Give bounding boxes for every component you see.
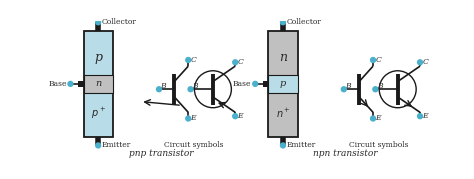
Circle shape xyxy=(418,60,422,65)
Text: B: B xyxy=(192,82,198,90)
Text: Emitter: Emitter xyxy=(287,141,316,149)
Text: C: C xyxy=(375,56,381,64)
Circle shape xyxy=(68,81,73,86)
Bar xyxy=(83,31,113,137)
Text: E: E xyxy=(375,115,381,122)
Text: Collector: Collector xyxy=(287,18,322,26)
Text: npn transistor: npn transistor xyxy=(313,149,378,158)
Text: Emitter: Emitter xyxy=(102,141,131,149)
Circle shape xyxy=(186,57,191,62)
Text: Circuit symbols: Circuit symbols xyxy=(164,141,223,149)
Text: B: B xyxy=(346,82,351,90)
Circle shape xyxy=(156,87,162,92)
Text: E: E xyxy=(237,112,243,120)
Circle shape xyxy=(341,87,346,92)
Bar xyxy=(268,75,298,93)
Text: C: C xyxy=(422,58,428,66)
Circle shape xyxy=(96,143,100,148)
Text: Base: Base xyxy=(233,80,251,88)
Text: E: E xyxy=(191,115,196,122)
Text: p: p xyxy=(280,79,286,88)
Circle shape xyxy=(281,20,285,25)
Text: n: n xyxy=(95,79,101,88)
Text: n: n xyxy=(279,51,287,64)
Bar xyxy=(263,81,268,87)
Text: Collector: Collector xyxy=(102,18,137,26)
Circle shape xyxy=(371,57,375,62)
Text: B: B xyxy=(161,82,166,90)
Text: $n^+$: $n^+$ xyxy=(275,107,291,120)
Text: C: C xyxy=(191,56,196,64)
Bar xyxy=(268,31,298,137)
Circle shape xyxy=(233,60,237,65)
Circle shape xyxy=(373,87,378,92)
Circle shape xyxy=(188,87,193,92)
Text: C: C xyxy=(237,58,244,66)
Text: B: B xyxy=(377,82,383,90)
Circle shape xyxy=(233,114,237,119)
Text: Circuit symbols: Circuit symbols xyxy=(349,141,408,149)
Circle shape xyxy=(371,116,375,121)
Circle shape xyxy=(281,143,285,148)
Bar xyxy=(83,75,113,93)
Circle shape xyxy=(96,20,100,25)
Text: pnp transistor: pnp transistor xyxy=(128,149,193,158)
Text: $p^+$: $p^+$ xyxy=(91,106,106,121)
Circle shape xyxy=(253,81,258,86)
Text: Base: Base xyxy=(48,80,66,88)
Bar xyxy=(78,81,83,87)
Circle shape xyxy=(186,116,191,121)
Circle shape xyxy=(418,114,422,119)
Text: E: E xyxy=(422,112,428,120)
Text: p: p xyxy=(94,51,102,64)
